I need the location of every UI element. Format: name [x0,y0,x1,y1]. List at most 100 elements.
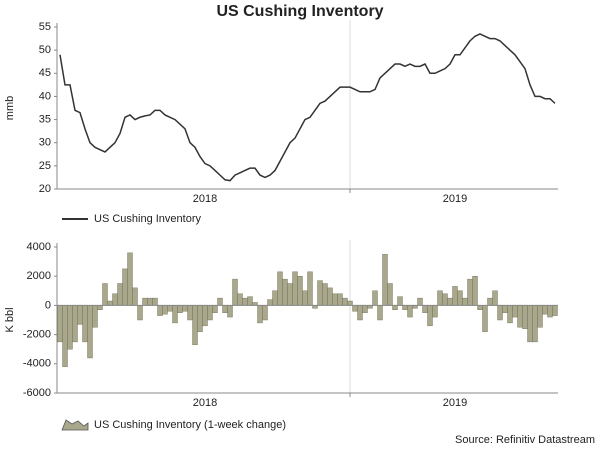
area-segment [497,305,503,321]
y-tick-label: 55 [39,21,51,33]
area-segment [202,305,208,327]
source-note: Source: Refinitiv Datastream [455,434,595,446]
area-segment [242,297,248,306]
area-segment [392,305,398,310]
area-segment [292,271,298,306]
area-segment [502,305,508,313]
area-segment [262,305,268,321]
y-tick-label: 45 [39,67,51,79]
area-segment [142,297,148,306]
area-segment [422,305,428,313]
area-segment [207,305,213,321]
area-segment [357,305,363,321]
x-tick-label: 2019 [443,193,467,205]
area-segment [232,278,238,306]
area-segment [362,305,368,313]
chart-title: US Cushing Inventory [216,3,383,20]
area-segment [132,287,138,306]
area-segment [307,271,313,306]
area-segment [277,271,283,306]
area-segment [197,305,203,332]
area-segment [482,305,488,332]
area-segment [317,280,323,306]
area-segment [182,305,188,312]
y-axis-label: K bbl [4,307,16,332]
area-segment [372,290,378,306]
y-tick-label: 0 [45,299,51,311]
area-segment [297,276,303,306]
y-tick-label: 2000 [27,270,51,282]
area-segment [117,283,123,306]
area-segment [82,305,88,343]
x-tick-label: 2019 [443,397,467,409]
area-segment [522,305,528,329]
y-tick-label: 40 [39,90,51,102]
area-segment [437,290,443,306]
area-segment [537,305,543,328]
area-segment [507,305,513,324]
y-tick-label: 35 [39,113,51,125]
area-segment [532,305,538,343]
area-segment [382,254,388,306]
area-segment [527,305,533,343]
area-segment [237,293,243,306]
area-segment [342,297,348,306]
area-segment [492,290,498,306]
area-segment [447,297,453,306]
area-segment [112,293,118,306]
area-segment [282,278,288,306]
area-segment [157,305,163,316]
area-segment [452,286,458,306]
area-segment [177,305,183,313]
area-segment [217,297,223,306]
area-segment [512,305,518,318]
area-segment [102,283,108,306]
area-segment [417,297,423,306]
y-tick-label: 25 [39,160,51,172]
area-segment [147,297,153,306]
y-tick-label: -2000 [23,329,51,341]
area-segment [387,283,393,306]
y-tick-label: 50 [39,44,51,56]
area-segment [432,305,438,318]
legend-label: US Cushing Inventory (1-week change) [94,419,286,431]
area-segment [397,296,403,306]
area-segment [122,268,128,306]
area-segment [352,305,358,312]
area-segment [402,305,408,310]
area-segment [332,293,338,306]
area-segment [552,305,558,316]
area-segment [477,305,483,310]
legend-swatch [61,419,89,431]
area-segment [67,305,73,350]
area-segment [87,305,93,359]
area-segment [152,297,158,306]
area-segment [192,305,198,346]
area-segment [257,305,263,324]
area-segment [127,252,133,306]
area-segment [92,305,98,328]
area-segment [322,283,328,306]
legend-label: US Cushing Inventory [94,213,201,225]
area-segment [77,305,83,325]
area-segment [107,300,113,306]
area-segment [457,290,463,306]
area-segment [212,305,218,313]
area-segment [162,305,168,315]
area-segment [57,305,63,343]
area-segment [302,290,308,306]
area-segment [547,305,553,318]
y-tick-label: -6000 [23,387,51,399]
x-tick-label: 2018 [193,397,217,409]
area-segment [222,305,228,313]
area-segment [267,299,273,306]
area-segment [172,305,178,324]
y-tick-label: 20 [39,183,51,195]
data-line [59,33,556,182]
area-segment [137,305,143,321]
area-segment [347,300,353,306]
area-segment [467,278,473,306]
y-tick-label: 30 [39,137,51,149]
area-segment [407,305,413,318]
